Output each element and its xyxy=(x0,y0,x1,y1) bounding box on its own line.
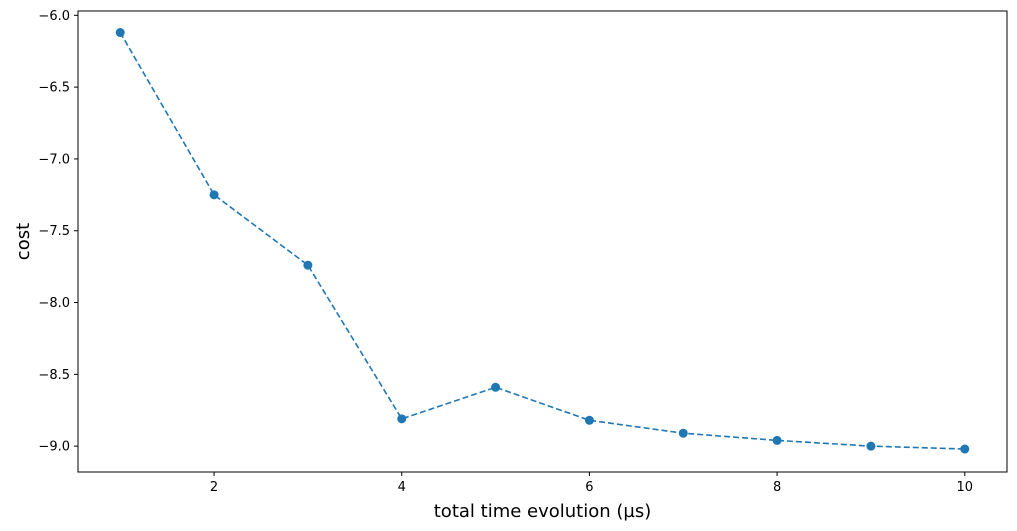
data-point xyxy=(115,28,125,38)
y-axis-label: cost xyxy=(13,223,34,260)
y-tick-label: −7.5 xyxy=(38,224,70,239)
x-tick-label: 10 xyxy=(956,480,973,495)
data-point xyxy=(960,444,970,454)
x-tick-label: 6 xyxy=(585,480,593,495)
x-tick-label: 2 xyxy=(210,480,218,495)
data-point xyxy=(866,441,876,451)
series-layer xyxy=(115,28,970,454)
data-point xyxy=(397,414,407,424)
x-axis-label: total time evolution (µs) xyxy=(434,501,652,522)
y-tick-label: −6.0 xyxy=(38,9,70,24)
series-line xyxy=(119,32,965,450)
data-point xyxy=(209,190,219,200)
data-point xyxy=(772,435,782,445)
data-point xyxy=(678,428,688,438)
y-tick-label: −6.5 xyxy=(38,81,70,96)
x-tick-label: 4 xyxy=(398,480,406,495)
y-tick-label: −8.0 xyxy=(38,296,70,311)
x-tick-label: 8 xyxy=(773,480,781,495)
plot-area xyxy=(78,11,1007,472)
y-tick-label: −8.5 xyxy=(38,368,70,383)
y-tick-label: −7.0 xyxy=(38,152,70,167)
plot-frame xyxy=(77,10,1008,473)
x-axis-ticks: 2 4 6 8 10 xyxy=(210,472,973,495)
data-point xyxy=(491,382,501,392)
y-axis-ticks: −6.0 −6.5 −7.0 −7.5 −8.0 −8.5 −9.0 xyxy=(38,9,78,455)
y-tick-label: −9.0 xyxy=(38,440,70,455)
data-point xyxy=(584,415,594,425)
data-point xyxy=(303,260,313,270)
